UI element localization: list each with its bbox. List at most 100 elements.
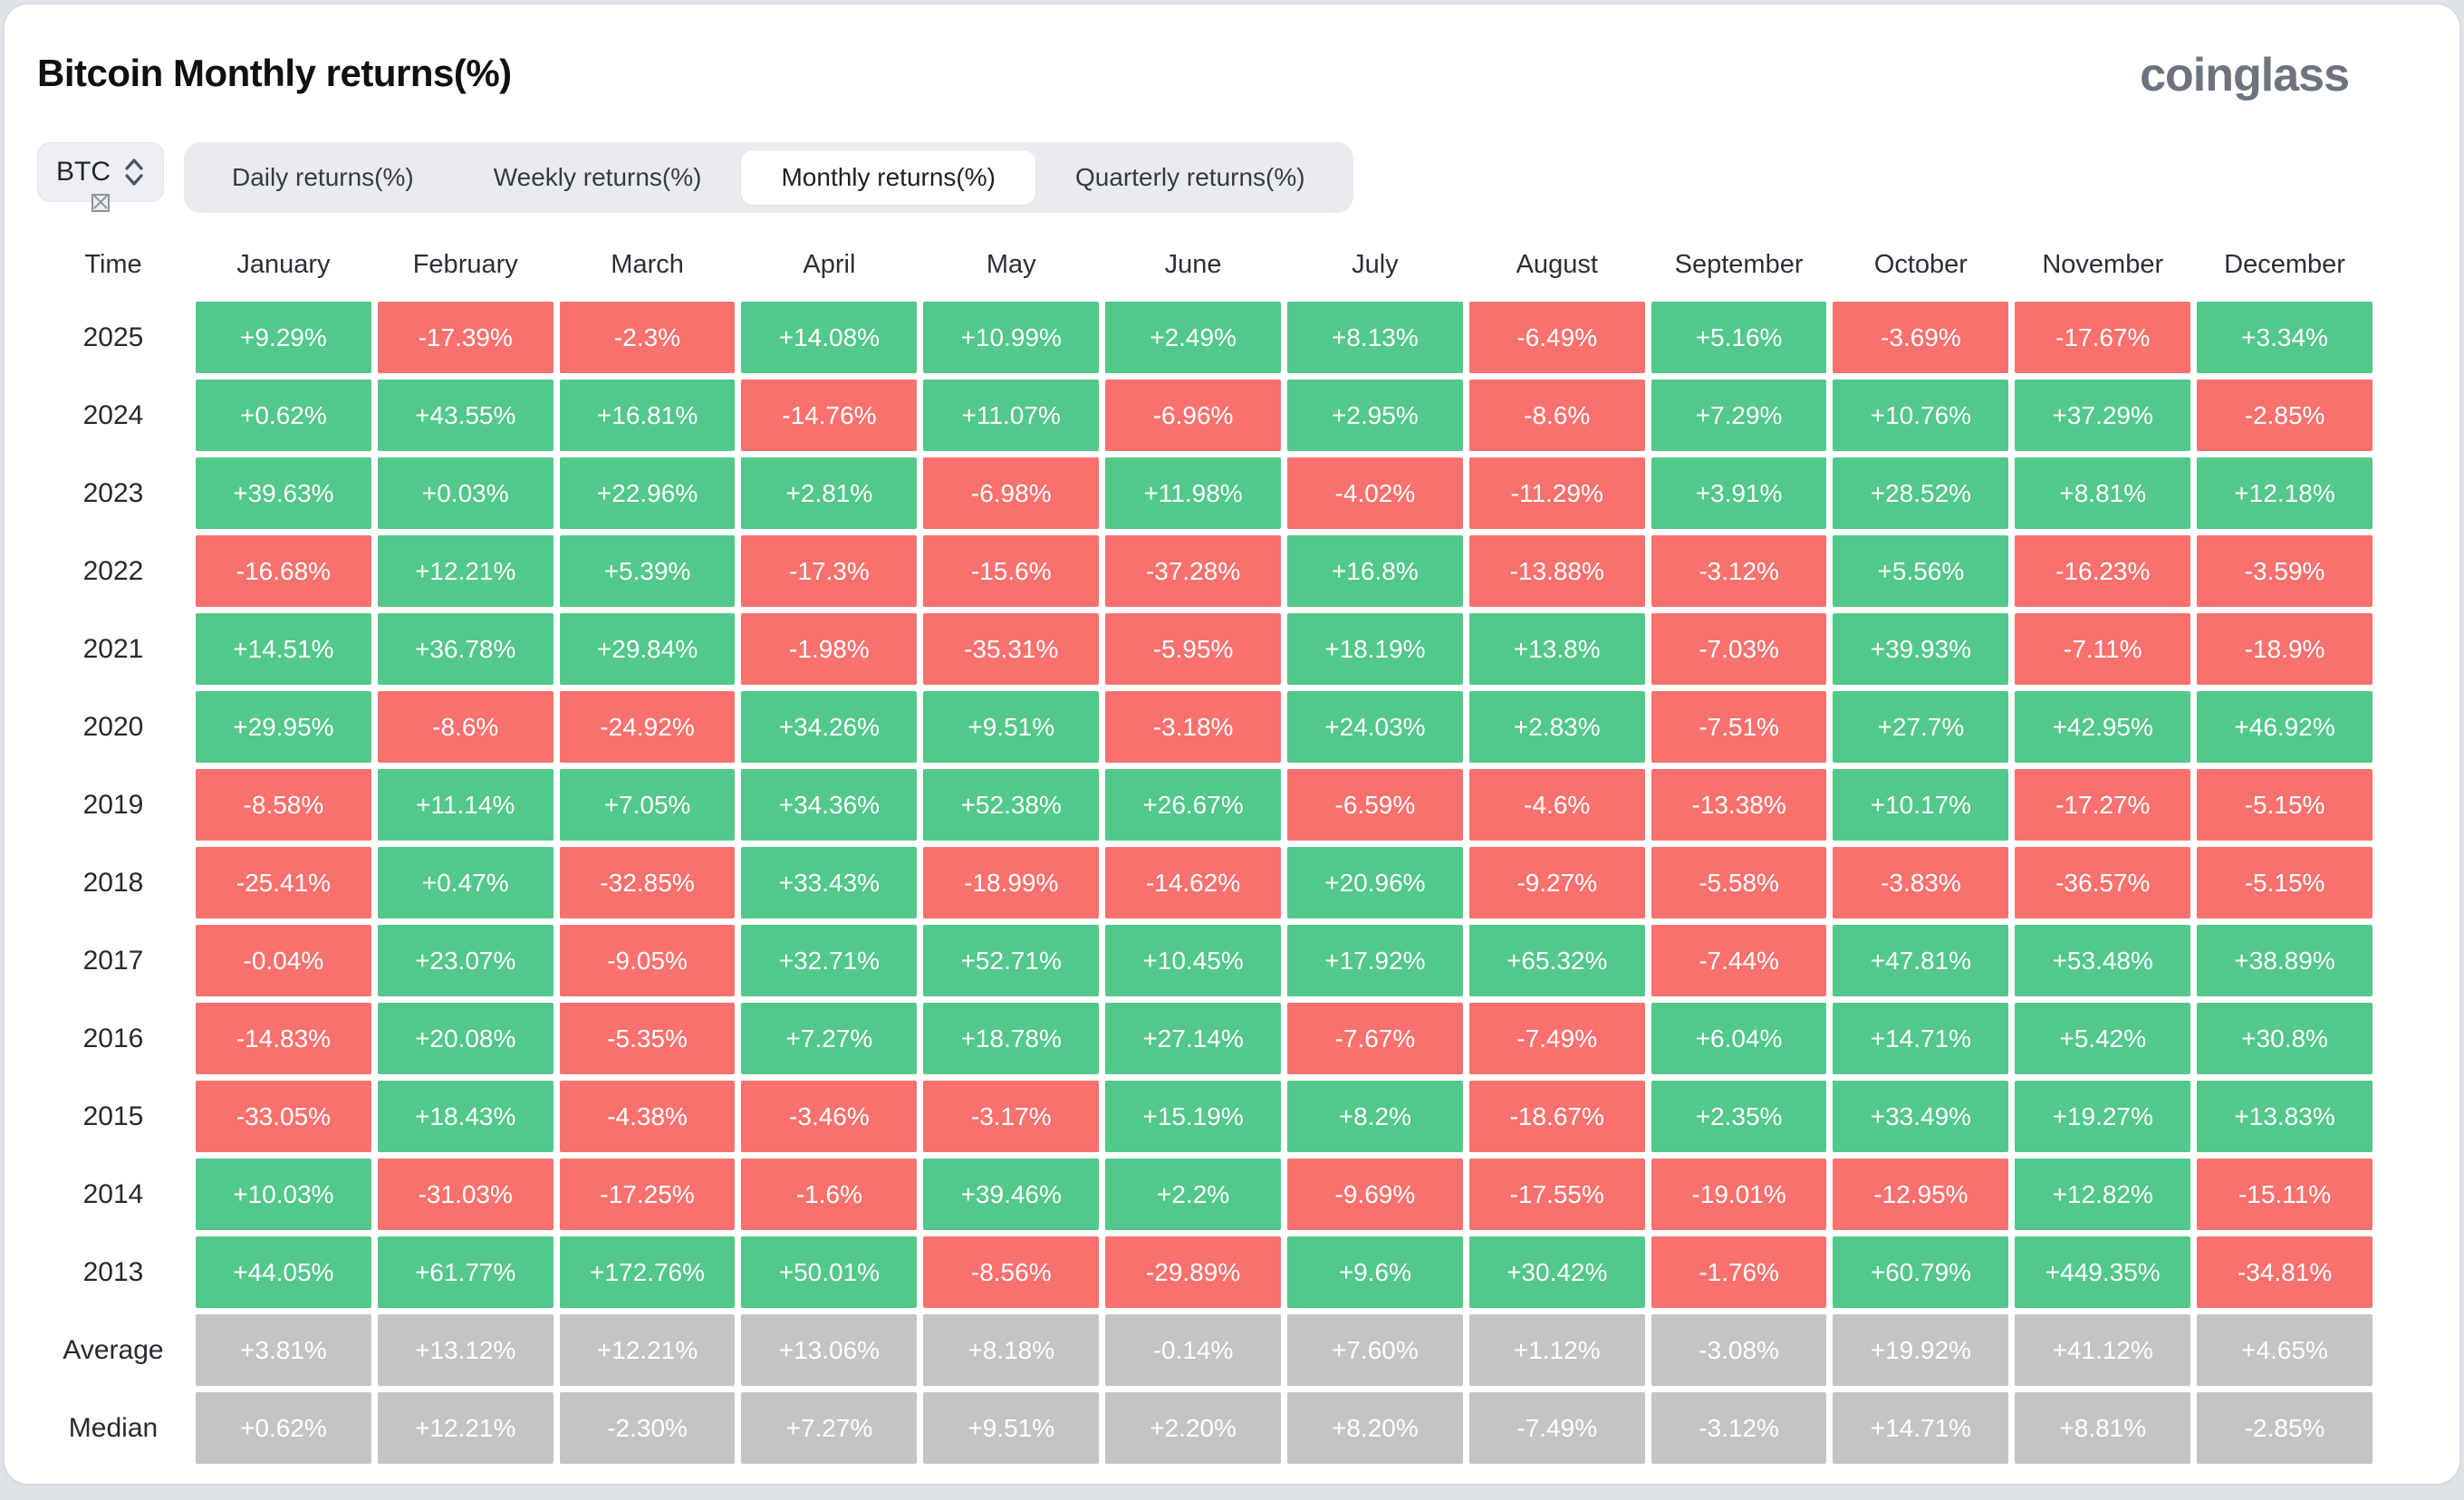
return-cell: +26.67% [1105, 769, 1281, 841]
return-cell: +29.95% [196, 691, 371, 763]
return-cell: +14.71% [1833, 1003, 2009, 1074]
main-card: Bitcoin Monthly returns(%) coinglass BTC… [5, 5, 2459, 1484]
return-cell: +39.46% [923, 1159, 1100, 1230]
return-cell: -8.58% [196, 769, 371, 841]
return-cell: +12.21% [559, 1314, 736, 1386]
return-cell: +0.62% [196, 380, 371, 451]
return-cell: +7.60% [1286, 1314, 1463, 1386]
tab-weekly-returns[interactable]: Weekly returns(%) [493, 163, 702, 191]
return-cell: -16.23% [2015, 535, 2191, 607]
return-cell: +11.98% [1105, 457, 1281, 529]
symbol-select[interactable]: BTC [37, 142, 164, 212]
return-cell: +1.12% [1468, 1314, 1645, 1386]
return-cell: +20.08% [377, 1003, 553, 1074]
return-cell: +6.04% [1651, 1003, 1827, 1074]
column-header: January [236, 249, 331, 279]
return-cell: -18.67% [1468, 1081, 1645, 1152]
return-cell: +8.13% [1286, 302, 1463, 373]
return-cell: +18.78% [923, 1003, 1100, 1074]
tab-daily-returns[interactable]: Daily returns(%) [232, 163, 414, 191]
return-cell: -0.04% [196, 925, 371, 996]
coinglass-logo: coinglass [2140, 49, 2350, 101]
return-cell: +2.35% [1651, 1081, 1827, 1152]
return-cell: +10.76% [1833, 380, 2009, 451]
column-header: November [2042, 249, 2164, 279]
return-cell: -2.85% [2197, 1392, 2373, 1464]
return-cell: +5.42% [2015, 1003, 2191, 1074]
return-cell: +47.81% [1833, 925, 2009, 996]
return-cell: +30.8% [2197, 1003, 2373, 1074]
return-cell: +17.92% [1286, 925, 1463, 996]
return-cell: -31.03% [377, 1159, 553, 1230]
return-cell: +8.18% [923, 1314, 1100, 1386]
table-row: Median +0.62% +12.21% -2.30% +7.27% +9.51% +2.… [37, 1392, 2373, 1464]
return-cell: +14.71% [1833, 1392, 2009, 1464]
return-cell: +13.8% [1468, 613, 1645, 685]
return-cell: +3.91% [1651, 457, 1827, 529]
return-cell: -4.6% [1468, 769, 1645, 841]
column-header: September [1674, 249, 1804, 279]
return-cell: -12.95% [1833, 1159, 2009, 1230]
return-cell: -14.62% [1105, 847, 1281, 918]
return-cell: +172.76% [559, 1236, 736, 1308]
return-cell: -36.57% [2015, 847, 2191, 918]
tab-quarterly-returns[interactable]: Quarterly returns(%) [1074, 163, 1305, 191]
return-cell: +52.71% [923, 925, 1100, 996]
return-cell: -17.55% [1468, 1159, 1645, 1230]
return-cell: -18.9% [2197, 613, 2373, 685]
return-cell: +12.21% [377, 1392, 553, 1464]
return-cell: +0.03% [377, 457, 553, 529]
return-cell: -2.3% [559, 302, 736, 373]
return-cell: +5.56% [1833, 535, 2009, 607]
return-cell: +8.20% [1286, 1392, 1463, 1464]
return-cell: +12.82% [2015, 1159, 2191, 1230]
return-cell: +33.43% [741, 847, 918, 918]
return-cell: +61.77% [377, 1236, 553, 1308]
return-cell: +22.96% [559, 457, 736, 529]
return-cell: -13.88% [1468, 535, 1645, 607]
return-cell: +12.18% [2197, 457, 2373, 529]
return-cell: -0.14% [1105, 1314, 1281, 1386]
period-tabs: Daily returns(%) Weekly returns(%) Monthly… [184, 142, 1353, 213]
return-cell: -1.76% [1651, 1236, 1827, 1308]
return-cell: -14.76% [741, 380, 918, 451]
return-cell: -15.6% [923, 535, 1100, 607]
return-cell: -11.29% [1468, 457, 1645, 529]
broken-image-icon [91, 194, 110, 212]
return-cell: +449.35% [2015, 1236, 2191, 1308]
table-row: 2020 +29.95% -8.6% -24.92% +34.26% +9.51% -3.1… [37, 691, 2373, 763]
table-body: 2025 +9.29% -17.39% -2.3% +14.08% +10.99% +2.4… [37, 302, 2373, 1464]
return-cell: -3.83% [1833, 847, 2009, 918]
column-header: December [2224, 249, 2345, 279]
return-cell: -7.49% [1468, 1392, 1645, 1464]
return-cell: -3.18% [1105, 691, 1281, 763]
return-cell: -14.83% [196, 1003, 371, 1074]
return-cell: +53.48% [2015, 925, 2191, 996]
return-cell: +9.6% [1286, 1236, 1463, 1308]
return-cell: +10.03% [196, 1159, 371, 1230]
return-cell: +23.07% [377, 925, 553, 996]
table-row: 2019 -8.58% +11.14% +7.05% +34.36% +52.38% +26… [37, 769, 2373, 841]
return-cell: +2.95% [1286, 380, 1463, 451]
return-cell: +15.19% [1105, 1081, 1281, 1152]
return-cell: -19.01% [1651, 1159, 1827, 1230]
return-cell: -7.11% [2015, 613, 2191, 685]
return-cell: +5.39% [559, 535, 736, 607]
return-cell: -7.67% [1286, 1003, 1463, 1074]
return-cell: +19.27% [2015, 1081, 2191, 1152]
return-cell: +2.83% [1468, 691, 1645, 763]
return-cell: -24.92% [559, 691, 736, 763]
row-label: 2022 [82, 555, 144, 586]
return-cell: +41.12% [2015, 1314, 2191, 1386]
return-cell: -9.27% [1468, 847, 1645, 918]
return-cell: +29.84% [559, 613, 736, 685]
return-cell: -37.28% [1105, 535, 1281, 607]
tab-monthly-returns[interactable]: Monthly returns(%) [741, 150, 1035, 205]
return-cell: -7.49% [1468, 1003, 1645, 1074]
return-cell: +24.03% [1286, 691, 1463, 763]
return-cell: +8.81% [2015, 1392, 2191, 1464]
column-header: April [803, 249, 856, 279]
return-cell: +36.78% [377, 613, 553, 685]
return-cell: +27.7% [1833, 691, 2009, 763]
return-cell: -4.38% [559, 1081, 736, 1152]
